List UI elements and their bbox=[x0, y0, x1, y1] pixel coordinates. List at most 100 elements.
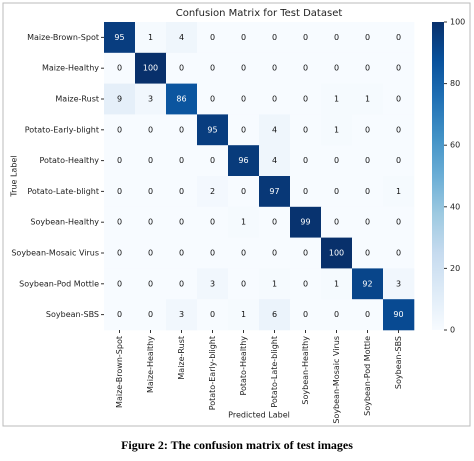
cell bbox=[290, 52, 322, 84]
cell-label: 0 bbox=[179, 125, 184, 134]
cell-label: 0 bbox=[334, 64, 339, 73]
x-tick-label: Maize-Brown-Spot bbox=[115, 336, 124, 408]
x-tick-label: Maize-Healthy bbox=[146, 336, 155, 393]
cell-label: 0 bbox=[210, 249, 215, 258]
cell bbox=[352, 237, 384, 269]
cell bbox=[321, 145, 353, 177]
cell bbox=[290, 268, 322, 300]
cell-label: 0 bbox=[210, 310, 215, 319]
y-tick-label: Potato-Early-blight bbox=[25, 125, 99, 134]
cell-label: 0 bbox=[117, 64, 122, 73]
cell bbox=[197, 114, 229, 146]
cell-label: 0 bbox=[365, 33, 370, 42]
colorbar-tick-label: 100 bbox=[450, 18, 465, 27]
cell bbox=[383, 237, 415, 269]
colorbar-tick-label: 0 bbox=[450, 326, 455, 335]
cell bbox=[290, 237, 322, 269]
cell bbox=[259, 52, 291, 84]
cell-label: 0 bbox=[303, 64, 308, 73]
cell-label: 0 bbox=[303, 95, 308, 104]
cell bbox=[259, 145, 291, 177]
cell-label: 0 bbox=[396, 125, 401, 134]
cell bbox=[321, 299, 353, 331]
cell bbox=[352, 22, 384, 54]
cell bbox=[259, 268, 291, 300]
cell bbox=[259, 114, 291, 146]
cell bbox=[135, 22, 167, 54]
cell-label: 1 bbox=[334, 95, 339, 104]
cell bbox=[135, 176, 167, 208]
cell-label: 0 bbox=[272, 33, 277, 42]
cell-label: 0 bbox=[179, 249, 184, 258]
cell bbox=[166, 83, 198, 115]
cell-label: 97 bbox=[269, 187, 279, 196]
cell bbox=[352, 52, 384, 84]
cell bbox=[321, 237, 353, 269]
cell bbox=[321, 22, 353, 54]
cell bbox=[135, 268, 167, 300]
cell bbox=[321, 83, 353, 115]
cell-label: 1 bbox=[334, 279, 339, 288]
x-tick-label: Potato-Late-blight bbox=[270, 336, 279, 408]
cell bbox=[383, 299, 415, 331]
cell-label: 0 bbox=[210, 33, 215, 42]
cell-label: 0 bbox=[179, 187, 184, 196]
cell bbox=[197, 299, 229, 331]
cell bbox=[321, 176, 353, 208]
cell bbox=[135, 299, 167, 331]
cell-label: 0 bbox=[365, 156, 370, 165]
cell bbox=[104, 22, 136, 54]
cell-label: 1 bbox=[365, 95, 370, 104]
cell-label: 0 bbox=[148, 156, 153, 165]
cell-label: 0 bbox=[396, 249, 401, 258]
frame bbox=[2, 2, 471, 427]
y-tick-label: Potato-Healthy bbox=[39, 156, 99, 165]
x-tick-label: Soybean-SBS bbox=[394, 336, 403, 389]
cell bbox=[166, 176, 198, 208]
cell bbox=[290, 114, 322, 146]
cell bbox=[259, 237, 291, 269]
cell-label: 0 bbox=[365, 187, 370, 196]
cell-label: 100 bbox=[329, 249, 344, 258]
chart-title: Confusion Matrix for Test Dataset bbox=[176, 8, 343, 19]
cell-label: 0 bbox=[241, 95, 246, 104]
cell bbox=[166, 145, 198, 177]
cell bbox=[135, 83, 167, 115]
cell-label: 0 bbox=[148, 187, 153, 196]
cell bbox=[290, 83, 322, 115]
x-tick-label: Maize-Rust bbox=[177, 336, 186, 380]
cell bbox=[166, 268, 198, 300]
cell bbox=[290, 145, 322, 177]
cell-label: 0 bbox=[148, 125, 153, 134]
cell-label: 100 bbox=[143, 64, 158, 73]
cell bbox=[383, 268, 415, 300]
cell bbox=[104, 206, 136, 238]
cell-label: 0 bbox=[117, 156, 122, 165]
colorbar-tick-label: 20 bbox=[450, 264, 460, 273]
y-tick-label: Soybean-SBS bbox=[46, 310, 99, 319]
caption: Figure 2: The confusion matrix of test i… bbox=[121, 438, 353, 452]
cell-label: 0 bbox=[179, 64, 184, 73]
cell-label: 0 bbox=[334, 156, 339, 165]
cell bbox=[383, 206, 415, 238]
cell bbox=[135, 52, 167, 84]
cell-label: 0 bbox=[396, 64, 401, 73]
cell-label: 3 bbox=[148, 95, 153, 104]
cell-label: 4 bbox=[272, 125, 277, 134]
cell bbox=[259, 206, 291, 238]
x-tick-label: Soybean-Mosaic Virus bbox=[332, 336, 341, 424]
cell-label: 0 bbox=[179, 279, 184, 288]
cell-label: 0 bbox=[148, 218, 153, 227]
cell-label: 0 bbox=[241, 125, 246, 134]
cell bbox=[104, 176, 136, 208]
cell bbox=[104, 145, 136, 177]
cell-label: 0 bbox=[396, 218, 401, 227]
cell-label: 0 bbox=[303, 125, 308, 134]
cell-label: 0 bbox=[272, 218, 277, 227]
cell-label: 0 bbox=[241, 64, 246, 73]
cell bbox=[352, 83, 384, 115]
cell bbox=[228, 83, 260, 115]
cell bbox=[352, 268, 384, 300]
cell bbox=[352, 206, 384, 238]
